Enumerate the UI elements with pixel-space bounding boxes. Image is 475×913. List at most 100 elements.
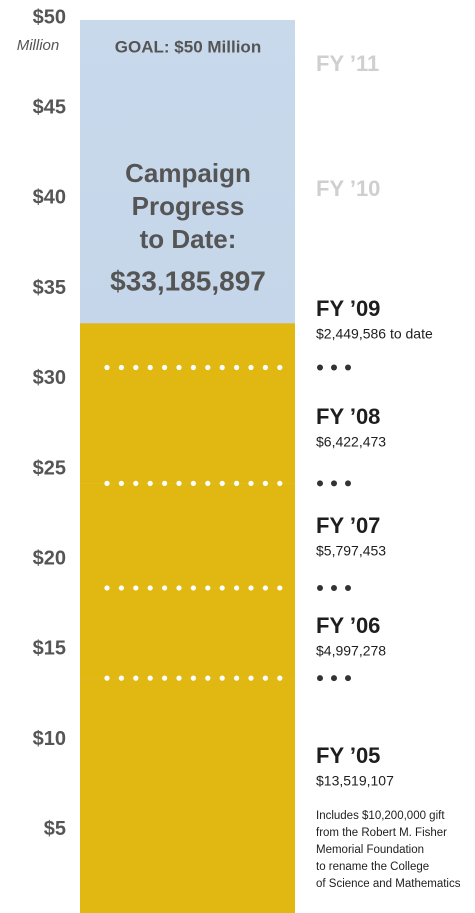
separator-dot [277,585,282,590]
separator-dot [331,365,337,371]
bar-segment [80,588,295,678]
bar-segment [80,323,295,367]
separator-dot [133,585,138,590]
separator-dot [148,481,153,486]
category-label: FY ’08 [316,404,380,429]
separator-dot [277,481,282,486]
separator-dot [119,585,124,590]
separator-dot [277,676,282,681]
separator-dot [345,365,351,371]
separator-dot [176,481,181,486]
separator-dot [191,481,196,486]
note: from the Robert M. Fisher [316,827,447,839]
separator-dot [317,585,323,591]
separator-dot [104,365,109,370]
chart-title: Progress [132,191,245,221]
note: Includes $10,200,000 gift [316,810,445,822]
progress-total: $33,185,897 [110,265,266,296]
note: of Science and Mathematics [316,878,461,890]
separator-dot [317,480,323,486]
separator-dot [176,365,181,370]
y-tick-label: $10 [33,728,66,750]
separator-dot [119,676,124,681]
separator-dot [220,365,225,370]
separator-dot [104,481,109,486]
separator-dot [162,585,167,590]
separator-dot [162,676,167,681]
separator-dot [133,481,138,486]
separator-dot [220,676,225,681]
separator-dot [205,585,210,590]
value-label: $2,449,586 to date [316,326,433,342]
value-label: $4,997,278 [316,643,386,659]
y-tick-label: $30 [33,367,66,389]
separator-dot [234,365,239,370]
y-tick-label: $35 [33,277,66,299]
y-tick-label: $5 [44,818,66,840]
category-label: FY ’09 [316,296,380,321]
category-label: FY ’10 [316,176,380,201]
separator-dot [345,480,351,486]
separator-dot [234,676,239,681]
separator-dot [345,675,351,681]
bar-segment [80,368,295,484]
separator-dot [148,585,153,590]
note: Memorial Foundation [316,844,424,856]
separator-dot [191,365,196,370]
y-tick-label: $25 [33,457,66,479]
bar-segment [80,678,295,913]
y-tick-label: $15 [33,638,66,660]
separator-dot [104,676,109,681]
separator-dot [317,365,323,371]
y-tick-label: $20 [33,547,66,569]
category-label: FY ’11 [316,51,379,76]
separator-dot [317,675,323,681]
separator-dot [263,481,268,486]
separator-dot [148,365,153,370]
separator-dot [234,585,239,590]
separator-dot [248,481,253,486]
value-label: $6,422,473 [316,434,386,450]
separator-dot [263,585,268,590]
separator-dot [220,481,225,486]
separator-dot [263,365,268,370]
y-axis-label: Million [17,37,60,54]
separator-dot [162,365,167,370]
separator-dot [331,480,337,486]
chart: $5 $10 $15 $20 $25 $30 $35 $40 $45 $50 Million GOAL… [0,0,475,913]
separator-dot [205,676,210,681]
separator-dot [176,676,181,681]
category-label: FY ’06 [316,613,380,638]
separator-dot [248,585,253,590]
y-tick-label: $40 [33,187,66,209]
separator-dot [248,676,253,681]
separator-dot [162,481,167,486]
category-label: FY ’05 [316,743,380,768]
y-tick-label: $45 [33,96,66,118]
separator-dot [331,675,337,681]
category-label: FY ’07 [316,513,380,538]
separator-dot [220,585,225,590]
value-label: $13,519,107 [316,773,394,789]
separator-dot [345,585,351,591]
value-label: $5,797,453 [316,543,386,559]
separator-dot [205,481,210,486]
separator-dot [176,585,181,590]
y-tick-label: $50 [33,6,66,28]
separator-dot [263,676,268,681]
separator-dot [148,676,153,681]
separator-dot [191,676,196,681]
chart-title: Campaign [125,158,251,188]
separator-dot [191,585,196,590]
separator-dot [104,585,109,590]
note: to rename the College [316,861,429,873]
separator-dot [234,481,239,486]
bar-segment [80,483,295,588]
separator-dot [331,585,337,591]
separator-dot [119,481,124,486]
separator-dot [133,365,138,370]
chart-title: to Date: [140,224,237,254]
goal-label: GOAL: $50 Million [115,37,261,56]
separator-dot [205,365,210,370]
separator-dot [277,365,282,370]
